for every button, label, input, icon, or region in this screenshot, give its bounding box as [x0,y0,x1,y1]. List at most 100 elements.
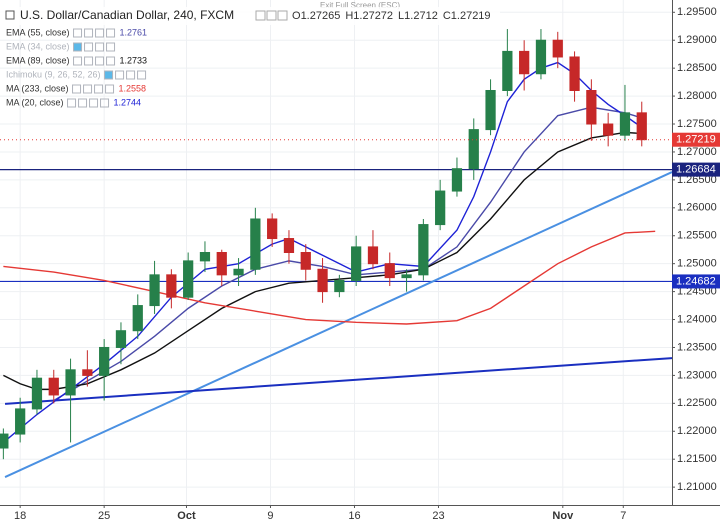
level-label-box [672,274,720,289]
trend-line [4,171,673,478]
candle-body [519,50,530,75]
legend-icon[interactable] [106,42,116,52]
candle-body [267,218,278,240]
exit-fullscreen[interactable]: Exit Full Screen (ESC) [320,1,400,10]
y-tick-label: 1.28000 [677,90,717,102]
legend-icon[interactable] [277,10,288,21]
y-tick-label: 1.29500 [677,6,717,18]
candle-body [15,408,26,435]
legend-icon[interactable] [126,70,136,80]
level-label: 1.26684 [676,164,716,176]
candle-body [250,218,261,270]
candle-body [351,246,362,281]
legend-entry[interactable]: Ichimoku (9, 26, 52, 26) [6,69,101,79]
y-tick-label: 1.22000 [677,425,717,437]
legend-entry[interactable]: MA (20, close) [6,97,64,107]
level-label-box [672,162,720,177]
candle-body [300,252,311,270]
legend-icon[interactable] [106,28,116,38]
legend-value: 1.2558 [119,83,147,93]
ohlc-label: H [345,10,353,22]
legend-icon[interactable] [84,28,94,38]
candle-body [468,129,479,170]
legend-icon[interactable] [73,28,83,38]
candle-body [65,369,76,396]
y-tick-label: 1.27500 [677,118,717,130]
candle-body [233,268,244,276]
y-tick-label: 1.26500 [677,174,717,186]
legend-icon[interactable] [84,42,94,52]
legend-entry[interactable]: EMA (34, close) [6,41,70,51]
candle-body [166,274,177,298]
candle-body [418,224,429,276]
legend-icon[interactable] [73,56,83,66]
legend-icon[interactable] [94,84,104,94]
candle-body [367,246,379,265]
candle-body [401,274,412,279]
legend-value: 1.2744 [114,97,142,107]
candle-body [48,377,59,396]
legend-icon[interactable] [137,70,147,80]
legend-icon[interactable] [73,42,83,52]
legend-icon[interactable] [255,10,266,21]
ohlc-label: O [292,10,301,22]
symbol-marker [5,10,15,20]
y-tick-label: 1.24000 [677,313,717,325]
title-backdrop [0,7,500,25]
candle-body [552,39,563,58]
y-tick-label: 1.22500 [677,397,717,409]
candle-body [132,305,143,332]
x-tick-label: 7 [620,510,626,522]
candle-body [384,263,395,279]
ohlc-value: 1.27219 [451,10,491,22]
candle-body [0,433,9,449]
plot-area [0,0,673,505]
y-tick-label: 1.25000 [677,258,717,270]
last-price-label: 1.27219 [676,134,716,146]
ohlc-label: C [443,10,451,22]
indicator-line [3,230,656,325]
ohlc-label: L [398,10,404,22]
legend-icon[interactable] [100,98,110,108]
legend-entry[interactable]: EMA (89, close) [6,55,70,65]
chart-title: U.S. Dollar/Canadian Dollar, 240, FXCM [20,8,234,22]
legend-icon[interactable] [67,98,77,108]
ohlc-value: 1.27272 [353,10,393,22]
legend-icon[interactable] [95,42,105,52]
candle-body [31,377,43,410]
candle-body [485,89,496,131]
legend-icon[interactable] [104,70,114,80]
candle-body [619,112,631,136]
legend-icon[interactable] [95,28,105,38]
level-label: 1.24682 [676,275,716,287]
candle-body [283,238,295,253]
candle-body [636,112,647,141]
legend-icon[interactable] [72,84,82,94]
x-tick-label: Oct [177,510,196,522]
candle-body [586,89,597,125]
legend-entry[interactable]: EMA (55, close) [6,27,70,37]
y-tick-label: 1.23000 [677,369,717,381]
legend-icon[interactable] [95,56,105,66]
y-tick-label: 1.23500 [677,341,717,353]
legend-icon[interactable] [266,10,277,21]
legend-icon[interactable] [89,98,99,108]
legend-icon[interactable] [78,98,88,108]
candle-body [183,260,194,298]
legend-icon[interactable] [105,84,115,94]
candle-body [216,252,227,276]
candle-body [115,330,127,348]
legend-icon[interactable] [106,56,116,66]
x-tick-label: 25 [98,510,110,522]
legend-entry[interactable]: MA (233, close) [6,83,69,93]
legend-value: 1.2761 [120,27,148,37]
ohlc-value: 1.27265 [301,10,341,22]
last-price-box [672,132,720,147]
legend-icon[interactable] [115,70,125,80]
legend-icon[interactable] [83,84,93,94]
candle-body [82,369,93,376]
x-tick-label: 16 [348,510,360,522]
legend-icon[interactable] [84,56,94,66]
x-tick-label: 18 [14,510,26,522]
